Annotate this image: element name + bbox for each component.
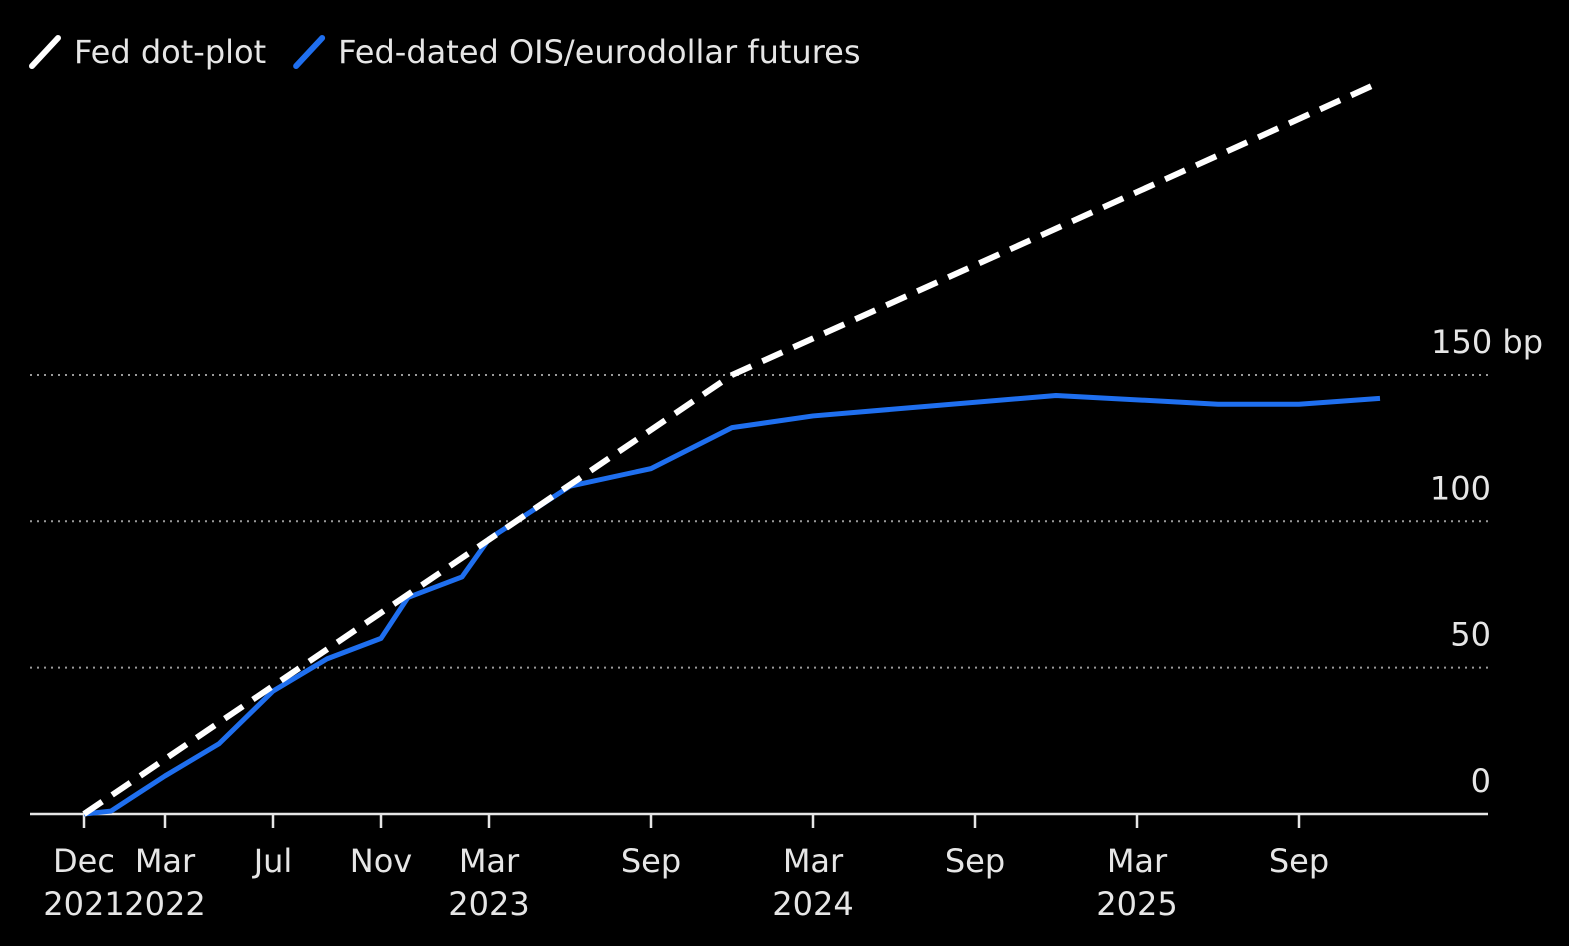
x-tick-label-line: Sep (621, 842, 681, 880)
x-tick-label-line: Nov (350, 842, 412, 880)
x-tick-label: Mar 2022 (124, 842, 205, 923)
x-tick-label: Mar 2023 (448, 842, 529, 923)
x-tick-label: Sep (621, 842, 681, 880)
x-tick-label-line: Mar (783, 842, 844, 880)
series-line (82, 79, 1382, 817)
legend-label: Fed dot-plot (74, 33, 266, 71)
legend-label: Fed-dated OIS/eurodollar futures (338, 33, 860, 71)
x-tick-label: Sep (945, 842, 1005, 880)
x-tick-label-line: Jul (252, 842, 293, 880)
x-tick-label-line: 2024 (772, 885, 853, 923)
x-tick-label: Dec 2021 (43, 842, 124, 923)
x-tick-label: Mar 2024 (772, 842, 853, 923)
x-tick-label-line: Sep (945, 842, 1005, 880)
series-line (83, 392, 1381, 817)
y-tick-label: 100 (1430, 469, 1491, 507)
x-tick-label-line: 2023 (448, 885, 529, 923)
x-tick-label: Mar 2025 (1096, 842, 1177, 923)
y-tick-label: 0 (1471, 762, 1491, 800)
legend-swatch (29, 35, 61, 69)
x-tick-label: Nov (350, 842, 412, 880)
x-tick-label-line: Mar (1107, 842, 1168, 880)
x-tick-label-line: 2025 (1096, 885, 1177, 923)
x-tick-label-line: Mar (459, 842, 520, 880)
x-tick-label-line: 2022 (124, 885, 205, 923)
x-tick-label-line: 2021 (43, 885, 124, 923)
y-tick-label: 50 (1450, 616, 1491, 654)
legend-swatch (293, 35, 326, 69)
x-tick-label-line: Dec (53, 842, 115, 880)
x-tick-label-line: Mar (135, 842, 196, 880)
x-tick-label: Sep (1269, 842, 1329, 880)
x-tick-label-line: Sep (1269, 842, 1329, 880)
y-tick-label: 150 bp (1431, 323, 1543, 361)
x-tick-label: Jul (252, 842, 293, 880)
